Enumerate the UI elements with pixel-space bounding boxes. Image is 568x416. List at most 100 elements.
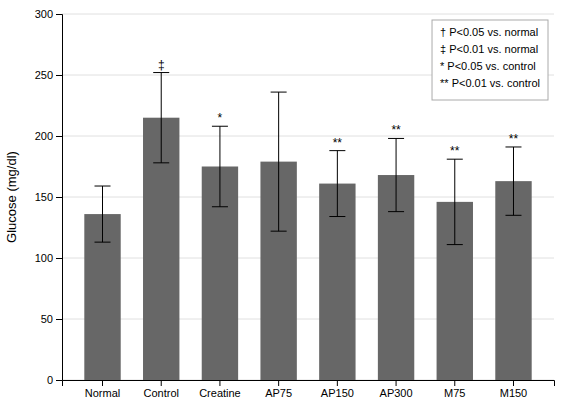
y-tick-label: 100 xyxy=(35,252,53,264)
error-bar-stem xyxy=(513,147,514,215)
x-tick: Creatine xyxy=(199,380,241,399)
annotation: * xyxy=(218,111,223,125)
marks xyxy=(84,73,531,380)
y-tick: 150 xyxy=(35,191,62,203)
error-bar xyxy=(271,92,287,231)
error-bar-cap xyxy=(329,150,345,151)
grid-line xyxy=(62,14,554,15)
x-tick: M75 xyxy=(444,380,465,399)
error-bar-cap xyxy=(153,162,169,163)
error-bar-cap xyxy=(95,242,111,243)
error-bar xyxy=(329,151,345,217)
y-tick: 200 xyxy=(35,130,62,142)
error-bar-stem xyxy=(219,126,220,207)
y-tick: 300 xyxy=(35,8,62,20)
x-tick-mark xyxy=(161,380,162,386)
error-bar-cap xyxy=(212,206,228,207)
y-tick-mark xyxy=(56,136,62,137)
error-bar-cap xyxy=(505,215,521,216)
plot: Normal Control Creatine AP75 AP150 AP300 M75 M1… xyxy=(4,8,555,399)
x-axis: Normal Control Creatine AP75 AP150 AP300 M75 M1… xyxy=(63,380,555,399)
error-bar-cap xyxy=(388,138,404,139)
y-tick-label: 200 xyxy=(35,130,53,142)
annotation: ** xyxy=(391,123,401,137)
y-tick-mark xyxy=(56,75,62,76)
y-tick-label: 0 xyxy=(47,374,53,386)
y-axis: 0 50 100 150 200 250 300 xyxy=(35,8,63,386)
x-tick: Normal xyxy=(85,380,120,399)
error-bar xyxy=(447,159,463,244)
legend-entry: † P<0.05 vs. normal xyxy=(440,26,538,38)
x-tick-label: Normal xyxy=(85,387,120,399)
grid-line xyxy=(62,319,554,320)
legend-entry: * P<0.05 vs. control xyxy=(440,60,536,72)
x-tick: AP150 xyxy=(321,380,354,399)
x-tick-mark xyxy=(219,380,220,386)
error-bar-cap xyxy=(271,231,287,232)
x-tick-mark xyxy=(513,380,514,386)
legend: † P<0.05 vs. normal ‡ P<0.01 vs. normal * … xyxy=(432,20,548,100)
x-tick: M150 xyxy=(500,380,528,399)
error-bar-cap xyxy=(153,72,169,73)
error-bar xyxy=(153,73,169,163)
x-tick-label: M150 xyxy=(500,387,528,399)
error-bar-stem xyxy=(337,151,338,217)
y-tick: 50 xyxy=(41,313,62,325)
y-tick-label: 150 xyxy=(35,191,53,203)
error-bar xyxy=(95,186,111,242)
x-tick-mark xyxy=(454,380,455,386)
grid-line xyxy=(62,136,554,137)
y-tick-mark xyxy=(56,258,62,259)
error-bar-cap xyxy=(388,211,404,212)
error-bar-cap xyxy=(271,92,287,93)
y-tick-mark xyxy=(56,197,62,198)
error-bar-cap xyxy=(212,126,228,127)
annotation: ** xyxy=(333,136,343,150)
error-bar-stem xyxy=(278,92,279,231)
grid xyxy=(62,14,554,380)
y-tick-mark xyxy=(56,14,62,15)
x-tick: AP300 xyxy=(380,380,413,399)
y-tick: 250 xyxy=(35,69,62,81)
legend-box xyxy=(432,20,548,100)
legend-entry: ‡ P<0.01 vs. normal xyxy=(440,43,538,55)
x-tick-label: AP150 xyxy=(321,387,354,399)
y-tick-mark xyxy=(56,380,62,381)
y-axis-title: Glucose (mg/dl) xyxy=(4,151,19,243)
x-tick: Control xyxy=(143,380,178,399)
y-tick-mark xyxy=(56,319,62,320)
error-bar-cap xyxy=(95,186,111,187)
annotation: ** xyxy=(450,144,460,158)
error-bar-cap xyxy=(447,244,463,245)
x-tick-mark xyxy=(396,380,397,386)
y-tick: 0 xyxy=(47,374,62,386)
error-bar xyxy=(212,126,228,207)
error-bar-cap xyxy=(505,146,521,147)
x-tick-mark xyxy=(102,380,103,386)
annotation: ** xyxy=(509,132,519,146)
error-bar xyxy=(505,147,521,215)
error-bar-stem xyxy=(454,159,455,244)
x-tick: AP75 xyxy=(265,380,292,399)
error-bar-stem xyxy=(396,138,397,211)
error-bar-cap xyxy=(329,216,345,217)
error-bar-stem xyxy=(102,186,103,242)
error-bar xyxy=(388,138,404,211)
y-tick: 100 xyxy=(35,252,62,264)
x-tick-mark xyxy=(337,380,338,386)
x-tick-label: Control xyxy=(143,387,178,399)
error-bar-cap xyxy=(447,159,463,160)
annotation: ‡ xyxy=(158,58,165,72)
x-tick-label: AP300 xyxy=(380,387,413,399)
grid-line xyxy=(62,197,554,198)
y-axis-line xyxy=(56,15,63,381)
grid-line xyxy=(62,258,554,259)
legend-entry: ** P<0.01 vs. control xyxy=(440,77,540,89)
y-tick-label: 300 xyxy=(35,8,53,20)
y-tick-label: 250 xyxy=(35,69,53,81)
x-axis-line xyxy=(63,381,555,387)
x-tick-label: Creatine xyxy=(199,387,241,399)
x-tick-label: M75 xyxy=(444,387,465,399)
x-tick-label: AP75 xyxy=(265,387,292,399)
x-tick-mark xyxy=(278,380,279,386)
